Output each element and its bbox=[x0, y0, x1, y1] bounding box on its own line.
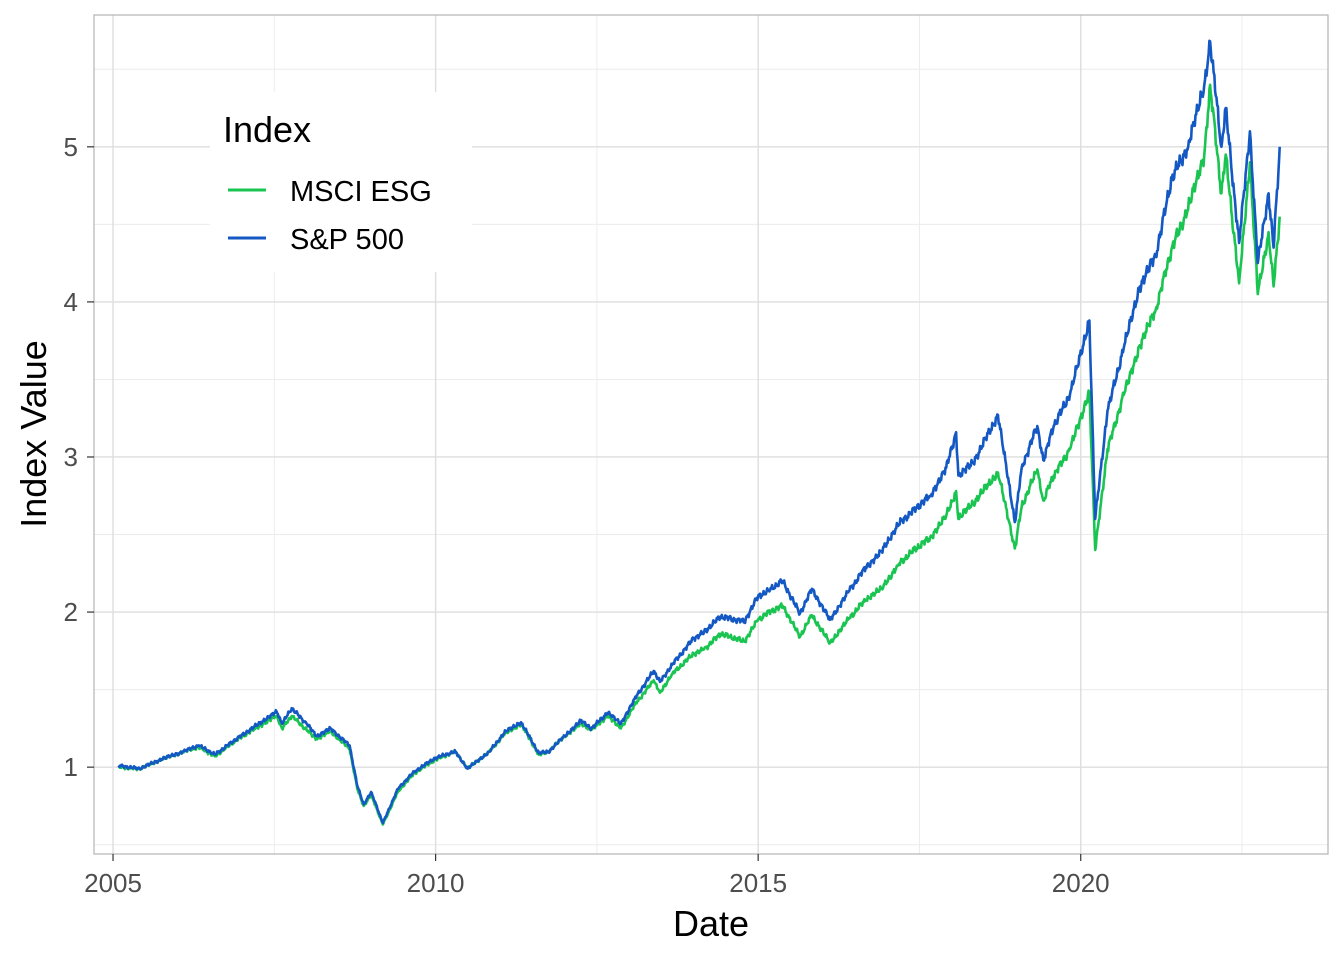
x-axis-title: Date bbox=[673, 903, 749, 944]
y-axis-ticks: 1 2 3 4 5 bbox=[64, 132, 94, 782]
x-tick-label: 2010 bbox=[407, 868, 465, 898]
series-line-s-p-500 bbox=[117, 39, 1281, 825]
plot-panel-border bbox=[93, 14, 1329, 855]
minor-gridlines bbox=[94, 15, 1328, 854]
series-lines bbox=[117, 39, 1281, 826]
y-tick-label: 3 bbox=[64, 442, 78, 472]
y-tick-label: 2 bbox=[64, 597, 78, 627]
series-line-msci-esg bbox=[117, 83, 1281, 826]
legend-label-msci-esg: MSCI ESG bbox=[290, 176, 432, 208]
legend: Index MSCI ESG S&P 500 bbox=[210, 92, 472, 272]
x-tick-label: 2015 bbox=[729, 868, 787, 898]
y-axis-title: Index Value bbox=[13, 340, 54, 527]
y-tick-label: 5 bbox=[64, 132, 78, 162]
y-tick-label: 4 bbox=[64, 287, 78, 317]
y-tick-label: 1 bbox=[64, 752, 78, 782]
x-tick-label: 2005 bbox=[84, 868, 142, 898]
legend-title: Index bbox=[223, 109, 311, 150]
x-axis-ticks: 2005 2010 2015 2020 bbox=[84, 854, 1110, 898]
legend-label-sp500: S&P 500 bbox=[290, 224, 404, 256]
x-tick-label: 2020 bbox=[1052, 868, 1110, 898]
legend-background bbox=[210, 92, 472, 272]
